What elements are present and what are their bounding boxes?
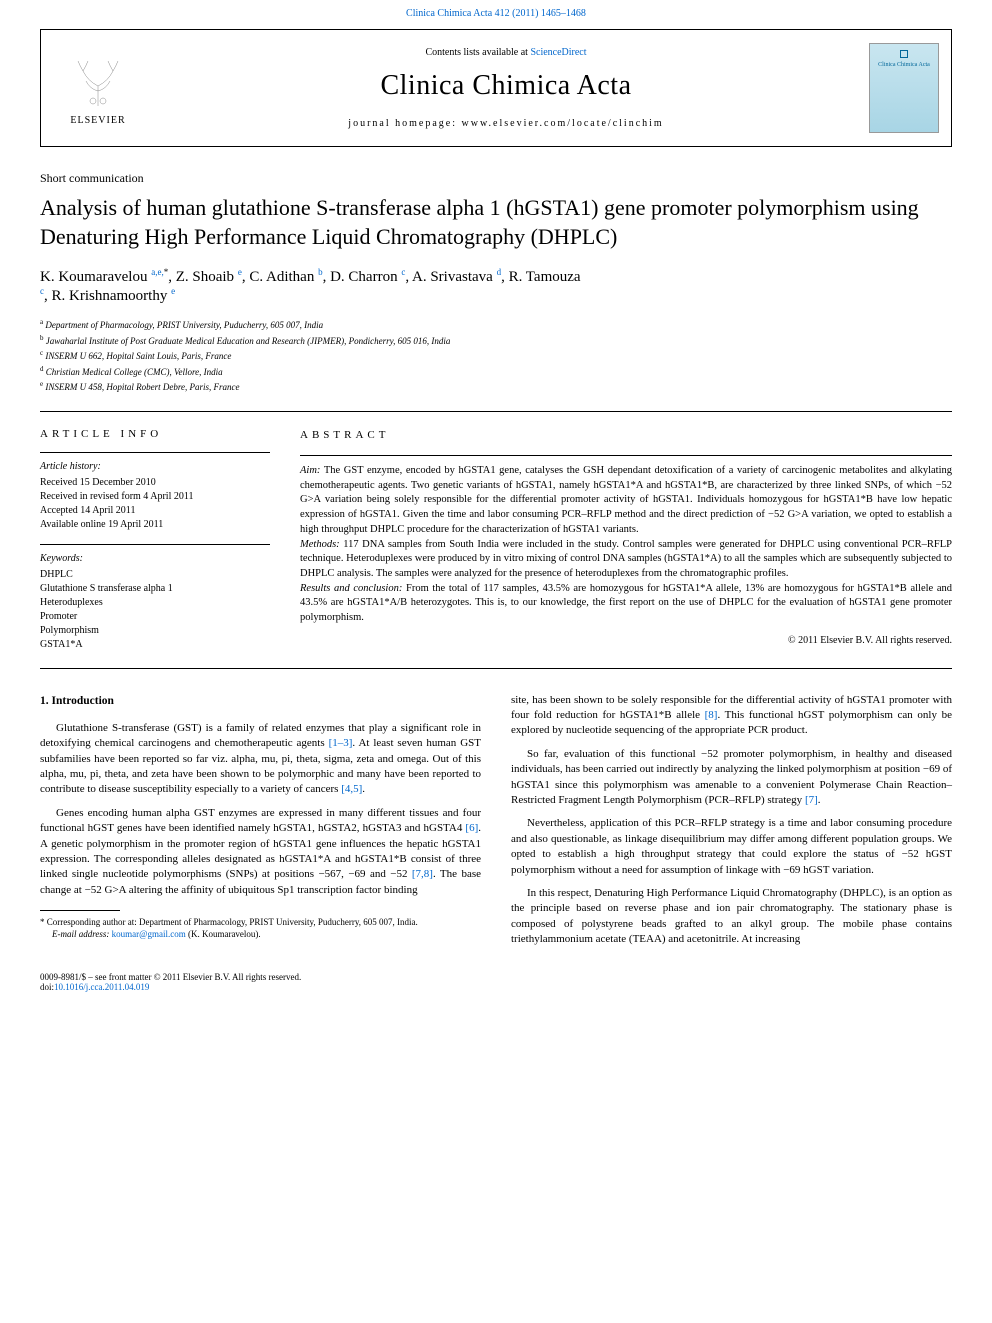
ref-link[interactable]: [8] [705,709,718,721]
elsevier-tree-icon [68,51,128,111]
publisher-name: ELSEVIER [70,115,125,126]
ref-link[interactable]: [4,5] [341,783,362,795]
sciencedirect-link[interactable]: ScienceDirect [530,47,586,58]
history-revised: Received in revised form 4 April 2011 [40,490,270,504]
divider-bottom [40,668,952,669]
article-info: article info Article history: Received 1… [40,412,270,668]
abstract: abstract Aim: The GST enzyme, encoded by… [300,412,952,668]
header-center: Contents lists available at ScienceDirec… [143,47,869,129]
authors-list: K. Koumaravelou a,e,*, Z. Shoaib e, C. A… [40,267,952,305]
column-left: 1. Introduction Glutathione S-transferas… [40,693,481,956]
page-header-ref: Clinica Chimica Acta 412 (2011) 1465–146… [0,0,992,23]
ref-link[interactable]: [7] [805,794,818,806]
ref-link[interactable]: [6] [465,822,478,834]
bottom-bar: 0009-8981/$ – see front matter © 2011 El… [40,972,952,992]
history-accepted: Accepted 14 April 2011 [40,504,270,518]
journal-homepage: journal homepage: www.elsevier.com/locat… [163,118,849,129]
history-heading: Article history: [40,461,270,472]
keywords-heading: Keywords: [40,553,270,564]
bottom-left: 0009-8981/$ – see front matter © 2011 El… [40,972,301,992]
journal-ref-link[interactable]: Clinica Chimica Acta 412 (2011) 1465–146… [406,8,586,19]
footnote-separator [40,910,120,911]
body-paragraph: Glutathione S-transferase (GST) is a fam… [40,721,481,798]
doi-link[interactable]: 10.1016/j.cca.2011.04.019 [54,982,149,992]
email-footnote: E-mail address: koumar@gmail.com (K. Kou… [40,929,481,941]
keyword: GSTA1*A [40,638,270,652]
body-paragraph: So far, evaluation of this functional −5… [511,747,952,809]
contents-available: Contents lists available at ScienceDirec… [163,47,849,58]
keyword: Glutathione S transferase alpha 1 [40,582,270,596]
keyword: Promoter [40,610,270,624]
keyword: DHPLC [40,568,270,582]
history-online: Available online 19 April 2011 [40,518,270,532]
email-link[interactable]: koumar@gmail.com [112,929,186,939]
body-paragraph: In this respect, Denaturing High Perform… [511,886,952,948]
body-paragraph: Nevertheless, application of this PCR–RF… [511,816,952,878]
body-paragraph: Genes encoding human alpha GST enzymes a… [40,806,481,898]
journal-cover-thumbnail: Clinica Chimica Acta [869,43,939,133]
column-right: site, has been shown to be solely respon… [511,693,952,956]
journal-title: Clinica Chimica Acta [163,70,849,102]
abstract-copyright: © 2011 Elsevier B.V. All rights reserved… [300,634,952,648]
abstract-text: Aim: The GST enzyme, encoded by hGSTA1 g… [300,464,952,626]
keyword: Polymorphism [40,624,270,638]
history-received: Received 15 December 2010 [40,476,270,490]
ref-link[interactable]: [1–3] [329,737,353,749]
journal-header: ELSEVIER Contents lists available at Sci… [40,29,952,147]
ref-link[interactable]: [7,8] [412,868,433,880]
section-type: Short communication [40,171,952,186]
body-columns: 1. Introduction Glutathione S-transferas… [40,693,952,956]
copyright-line: 0009-8981/$ – see front matter © 2011 El… [40,972,301,982]
info-abstract-row: article info Article history: Received 1… [40,412,952,668]
corresponding-footnote: * Corresponding author at: Department of… [40,917,481,929]
body-paragraph: site, has been shown to be solely respon… [511,693,952,739]
affiliations: a Department of Pharmacology, PRIST Univ… [40,317,952,395]
intro-heading: 1. Introduction [40,693,481,709]
abstract-heading: abstract [300,428,952,443]
keyword: Heteroduplexes [40,596,270,610]
article-info-heading: article info [40,428,270,440]
article-title: Analysis of human glutathione S-transfer… [40,194,952,251]
publisher-logo: ELSEVIER [53,38,143,138]
